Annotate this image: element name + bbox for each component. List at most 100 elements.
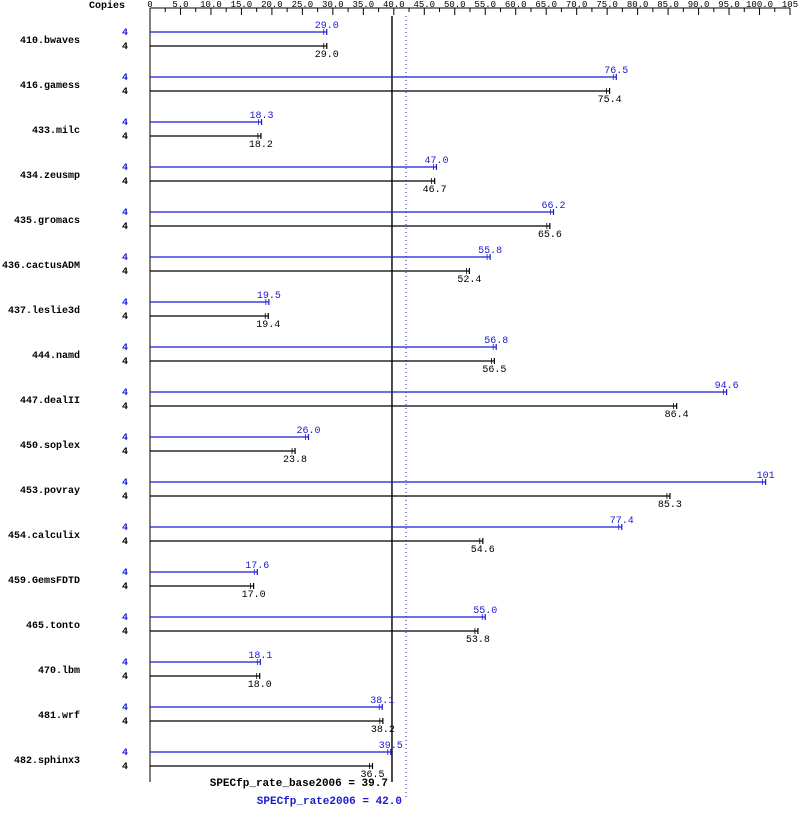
axis-tick-label: 100.0 — [746, 0, 773, 10]
benchmark-row: 450.soplex 4 4 26.0 23.8 — [20, 426, 320, 466]
benchmark-name: 470.lbm — [38, 665, 80, 677]
bar-value-peak: 26.0 — [296, 426, 320, 437]
bar-value-peak: 56.8 — [484, 336, 508, 347]
copies-base: 4 — [122, 357, 128, 368]
axis-tick-label: 30.0 — [322, 0, 344, 10]
bar-value-peak: 38.1 — [370, 696, 394, 707]
copies-base: 4 — [122, 87, 128, 98]
copies-peak: 4 — [122, 28, 128, 39]
copies-base: 4 — [122, 492, 128, 503]
copies-base: 4 — [122, 672, 128, 683]
copies-peak: 4 — [122, 568, 128, 579]
bar-value-peak: 77.4 — [610, 516, 634, 527]
copies-base: 4 — [122, 42, 128, 53]
copies-base: 4 — [122, 177, 128, 188]
bar-value-base: 23.8 — [283, 455, 307, 466]
axis-tick-label: 90.0 — [688, 0, 710, 10]
benchmark-row: 444.namd 4 4 56.8 56.5 — [32, 336, 508, 376]
benchmark-name: 481.wrf — [38, 710, 80, 722]
copies-peak: 4 — [122, 343, 128, 354]
axis-tick-label: 75.0 — [596, 0, 618, 10]
benchmark-row: 454.calculix4477.454.6 — [8, 516, 634, 556]
benchmark-row: 459.GemsFDTD4417.617.0 — [8, 561, 269, 601]
copies-peak: 4 — [122, 298, 128, 309]
axis-tick-label: 10.0 — [200, 0, 222, 10]
benchmark-row: 482.sphinx34439.536.5 — [14, 741, 403, 781]
benchmark-row: 416.gamess4476.575.4 — [20, 66, 628, 106]
copies-base: 4 — [122, 312, 128, 323]
benchmark-name: 482.sphinx3 — [14, 755, 80, 767]
benchmark-name: 433.milc — [32, 125, 80, 137]
benchmark-name: 444.namd — [32, 350, 80, 362]
benchmark-row: 465.tonto4455.053.8 — [26, 606, 497, 646]
benchmark-row: 436.cactusADM4455.852.4 — [2, 246, 502, 286]
copies-base: 4 — [122, 132, 128, 143]
benchmark-row: 435.gromacs4466.265.6 — [14, 201, 566, 241]
copies-base: 4 — [122, 762, 128, 773]
copies-peak: 4 — [122, 73, 128, 84]
bar-value-peak: 66.2 — [541, 201, 565, 212]
benchmark-name: 435.gromacs — [14, 216, 80, 227]
axis-tick-label: 25.0 — [292, 0, 314, 10]
axis-tick-label: 50.0 — [444, 0, 466, 10]
copies-peak: 4 — [122, 388, 128, 399]
bar-value-base: 53.8 — [466, 635, 490, 646]
axis-tick-label: 95.0 — [718, 0, 740, 10]
bar-value-base: 65.6 — [538, 230, 562, 241]
bar-value-peak: 19.5 — [257, 291, 281, 302]
bar-value-base: 29.0 — [315, 50, 339, 61]
bar-value-peak: 18.3 — [250, 111, 274, 122]
ref-peak-label: SPECfp_rate2006 = 42.0 — [257, 796, 402, 808]
bar-value-base: 18.0 — [248, 680, 272, 691]
copies-peak: 4 — [122, 613, 128, 624]
bar-value-peak: 18.1 — [248, 651, 272, 662]
axis-tick-label: 0 — [147, 0, 152, 10]
bar-value-base: 52.4 — [457, 275, 481, 286]
bar-value-peak: 17.6 — [245, 561, 269, 572]
copies-base: 4 — [122, 267, 128, 278]
benchmark-row: 410.bwaves4429.029.0 — [20, 21, 339, 61]
benchmark-row: 434.zeusmp4447.046.7 — [20, 156, 448, 196]
copies-base: 4 — [122, 582, 128, 593]
benchmark-row: 481.wrf4438.138.2 — [38, 696, 395, 736]
copies-peak: 4 — [122, 703, 128, 714]
bar-value-peak: 76.5 — [604, 66, 628, 77]
benchmark-row: 470.lbm4418.118.0 — [38, 651, 272, 691]
axis-tick-label: 15.0 — [231, 0, 253, 10]
axis-tick-label: 40.0 — [383, 0, 405, 10]
benchmark-name: 437.leslie3d — [8, 305, 80, 317]
axis-tick-label: 5.0 — [172, 0, 188, 10]
copies-peak: 4 — [122, 433, 128, 444]
benchmark-name: 450.soplex — [20, 440, 80, 452]
copies-base: 4 — [122, 717, 128, 728]
axis-tick-label: 20.0 — [261, 0, 283, 10]
axis-tick-label: 70.0 — [566, 0, 588, 10]
bar-value-base: 75.4 — [598, 95, 622, 106]
axis-tick-label: 35.0 — [353, 0, 375, 10]
bar-value-base: 86.4 — [665, 410, 689, 421]
copies-peak: 4 — [122, 523, 128, 534]
bar-value-peak: 55.0 — [473, 606, 497, 617]
spec-benchmark-chart: 0 5.0 10.0 15.0 20.0 25.0 30.0 35.0 40.0 45.0 50.0… — [0, 0, 799, 831]
bar-value-peak: 94.6 — [715, 381, 739, 392]
ref-base-label: SPECfp_rate_base2006 = 39.7 — [210, 778, 388, 790]
bar-value-base: 18.2 — [249, 140, 273, 151]
axis-tick-label: 45.0 — [413, 0, 435, 10]
bar-value-base: 54.6 — [471, 545, 495, 556]
axis-tick-label: 105 — [782, 0, 798, 10]
benchmark-name: 454.calculix — [8, 530, 80, 542]
copies-base: 4 — [122, 222, 128, 233]
bar-value-base: 19.4 — [256, 320, 280, 331]
bar-value-peak: 47.0 — [424, 156, 448, 167]
copies-peak: 4 — [122, 748, 128, 759]
benchmark-name: 436.cactusADM — [2, 261, 80, 272]
bar-value-base: 56.5 — [482, 365, 506, 376]
bar-value-peak: 101 — [757, 471, 775, 482]
copies-base: 4 — [122, 447, 128, 458]
bar-value-base: 17.0 — [242, 590, 266, 601]
copies-peak: 4 — [122, 163, 128, 174]
chart-svg: 0 5.0 10.0 15.0 20.0 25.0 30.0 35.0 40.0 45.0 50.0… — [0, 0, 799, 831]
axis-tick-label: 80.0 — [627, 0, 649, 10]
benchmark-name: 434.zeusmp — [20, 171, 80, 182]
x-axis: 0 5.0 10.0 15.0 20.0 25.0 30.0 35.0 40.0 45.0 50.0… — [89, 0, 798, 782]
